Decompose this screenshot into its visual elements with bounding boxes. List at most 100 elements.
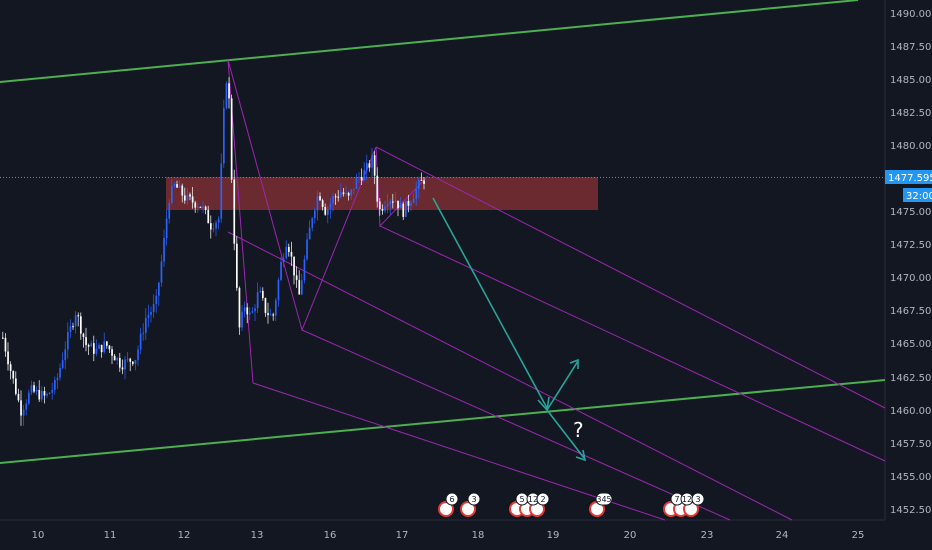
candle-body: [321, 200, 324, 207]
candle-body: [4, 337, 7, 352]
candle-body: [181, 185, 184, 196]
candle-body: [389, 201, 392, 205]
event-badge[interactable]: [691, 492, 705, 506]
price-axis[interactable]: 1490.000 1487.500 1485.000 1482.500 1480…: [890, 9, 932, 516]
candle-body: [220, 163, 223, 219]
candle-body: [129, 358, 132, 362]
candle-body: [106, 341, 108, 346]
candle-body: [243, 307, 246, 312]
candle-body: [311, 218, 314, 228]
event-badge[interactable]: [536, 492, 550, 506]
candle-body: [267, 313, 269, 316]
candle-body: [314, 210, 316, 219]
candle-body: [410, 202, 412, 206]
candle-body: [12, 371, 15, 379]
price-tick-label: 1472.500: [890, 240, 932, 251]
candle-body: [223, 108, 225, 164]
candle-body: [126, 358, 129, 360]
candle-body: [173, 184, 176, 187]
candle-body: [360, 176, 363, 181]
candle-body: [256, 292, 259, 309]
time-tick-label: 20: [624, 530, 637, 541]
candle-body: [303, 259, 306, 281]
candle-body: [124, 359, 126, 370]
candle-body: [384, 206, 386, 211]
candle-body: [246, 307, 249, 315]
candle-body: [119, 357, 121, 368]
candle-body: [51, 389, 54, 393]
candle-body: [215, 222, 217, 229]
time-axis[interactable]: 10 11 12 13 16 17 18 19 20 23 24 25: [32, 530, 865, 541]
question-mark: ?: [573, 418, 584, 442]
candle-body: [155, 295, 158, 305]
event-badge-count: 7: [674, 495, 679, 504]
candle-body: [334, 196, 337, 198]
candle-body: [67, 332, 69, 350]
candle-body: [33, 385, 35, 392]
event-badge-count: 345: [596, 495, 611, 504]
price-tick-label: 1460.000: [890, 406, 932, 417]
price-tick-label: 1487.500: [890, 42, 932, 53]
candle-body: [340, 192, 342, 197]
candle-body: [158, 282, 160, 296]
channel-lower-line[interactable]: [0, 379, 886, 464]
candle-body: [392, 201, 394, 203]
event-badge-count: 12: [528, 495, 538, 504]
time-tick-label: 13: [251, 530, 264, 541]
candle-body: [308, 227, 311, 240]
current-price-label: 1477.595: [888, 173, 932, 184]
candle-body: [316, 196, 319, 211]
event-badge[interactable]: [595, 492, 613, 506]
flag-icon[interactable]: [438, 501, 454, 517]
event-badges[interactable]: 6 3 5 12 2 345 7 12 3: [438, 492, 705, 517]
candle-body: [147, 314, 150, 318]
time-tick-label: 18: [472, 530, 485, 541]
candle-body: [108, 345, 111, 350]
candle-body: [301, 280, 303, 295]
candle-body: [93, 343, 95, 354]
price-tick-label: 1467.500: [890, 306, 932, 317]
candle-body: [152, 304, 155, 312]
candle-body: [272, 314, 275, 316]
candle-body: [121, 367, 124, 370]
candle-body: [347, 192, 350, 196]
pitchfork-parallel-3: [375, 146, 886, 409]
candle-body: [355, 176, 358, 189]
candle-body: [87, 344, 90, 347]
candle-body: [191, 196, 194, 203]
candle-body: [420, 179, 423, 181]
candle-body: [399, 203, 402, 209]
candle-body: [25, 403, 28, 410]
event-badge[interactable]: [445, 492, 459, 506]
candle-body: [280, 262, 282, 280]
event-badge[interactable]: [467, 492, 481, 506]
candle-body: [236, 243, 238, 288]
candle-body: [405, 200, 407, 217]
forecast-down-line: [432, 197, 548, 409]
candle-body: [77, 315, 80, 317]
time-tick-label: 12: [178, 530, 191, 541]
candle-body: [176, 184, 178, 188]
candle-body: [329, 203, 332, 210]
candle-body: [90, 343, 93, 347]
candle-body: [82, 333, 85, 338]
candle-body: [15, 378, 17, 394]
forecast-up-line: [546, 360, 579, 411]
candle-body: [113, 355, 116, 361]
candle-body: [186, 194, 189, 201]
flag-icon[interactable]: [460, 501, 476, 517]
candle-body: [80, 316, 82, 334]
candle-body: [397, 200, 399, 209]
channel-upper-line[interactable]: [0, 0, 859, 83]
pitchfork-parallel-2: [301, 329, 731, 521]
forecast-down2-arrowhead: [575, 449, 587, 462]
forecast-arrows[interactable]: [432, 197, 587, 462]
resistance-zone[interactable]: [166, 177, 598, 210]
candle-body: [217, 218, 220, 223]
candle-body: [241, 311, 243, 328]
candle-body: [238, 287, 241, 328]
candle-body: [132, 361, 134, 364]
candle-body: [249, 312, 251, 315]
candle-body: [376, 175, 379, 202]
